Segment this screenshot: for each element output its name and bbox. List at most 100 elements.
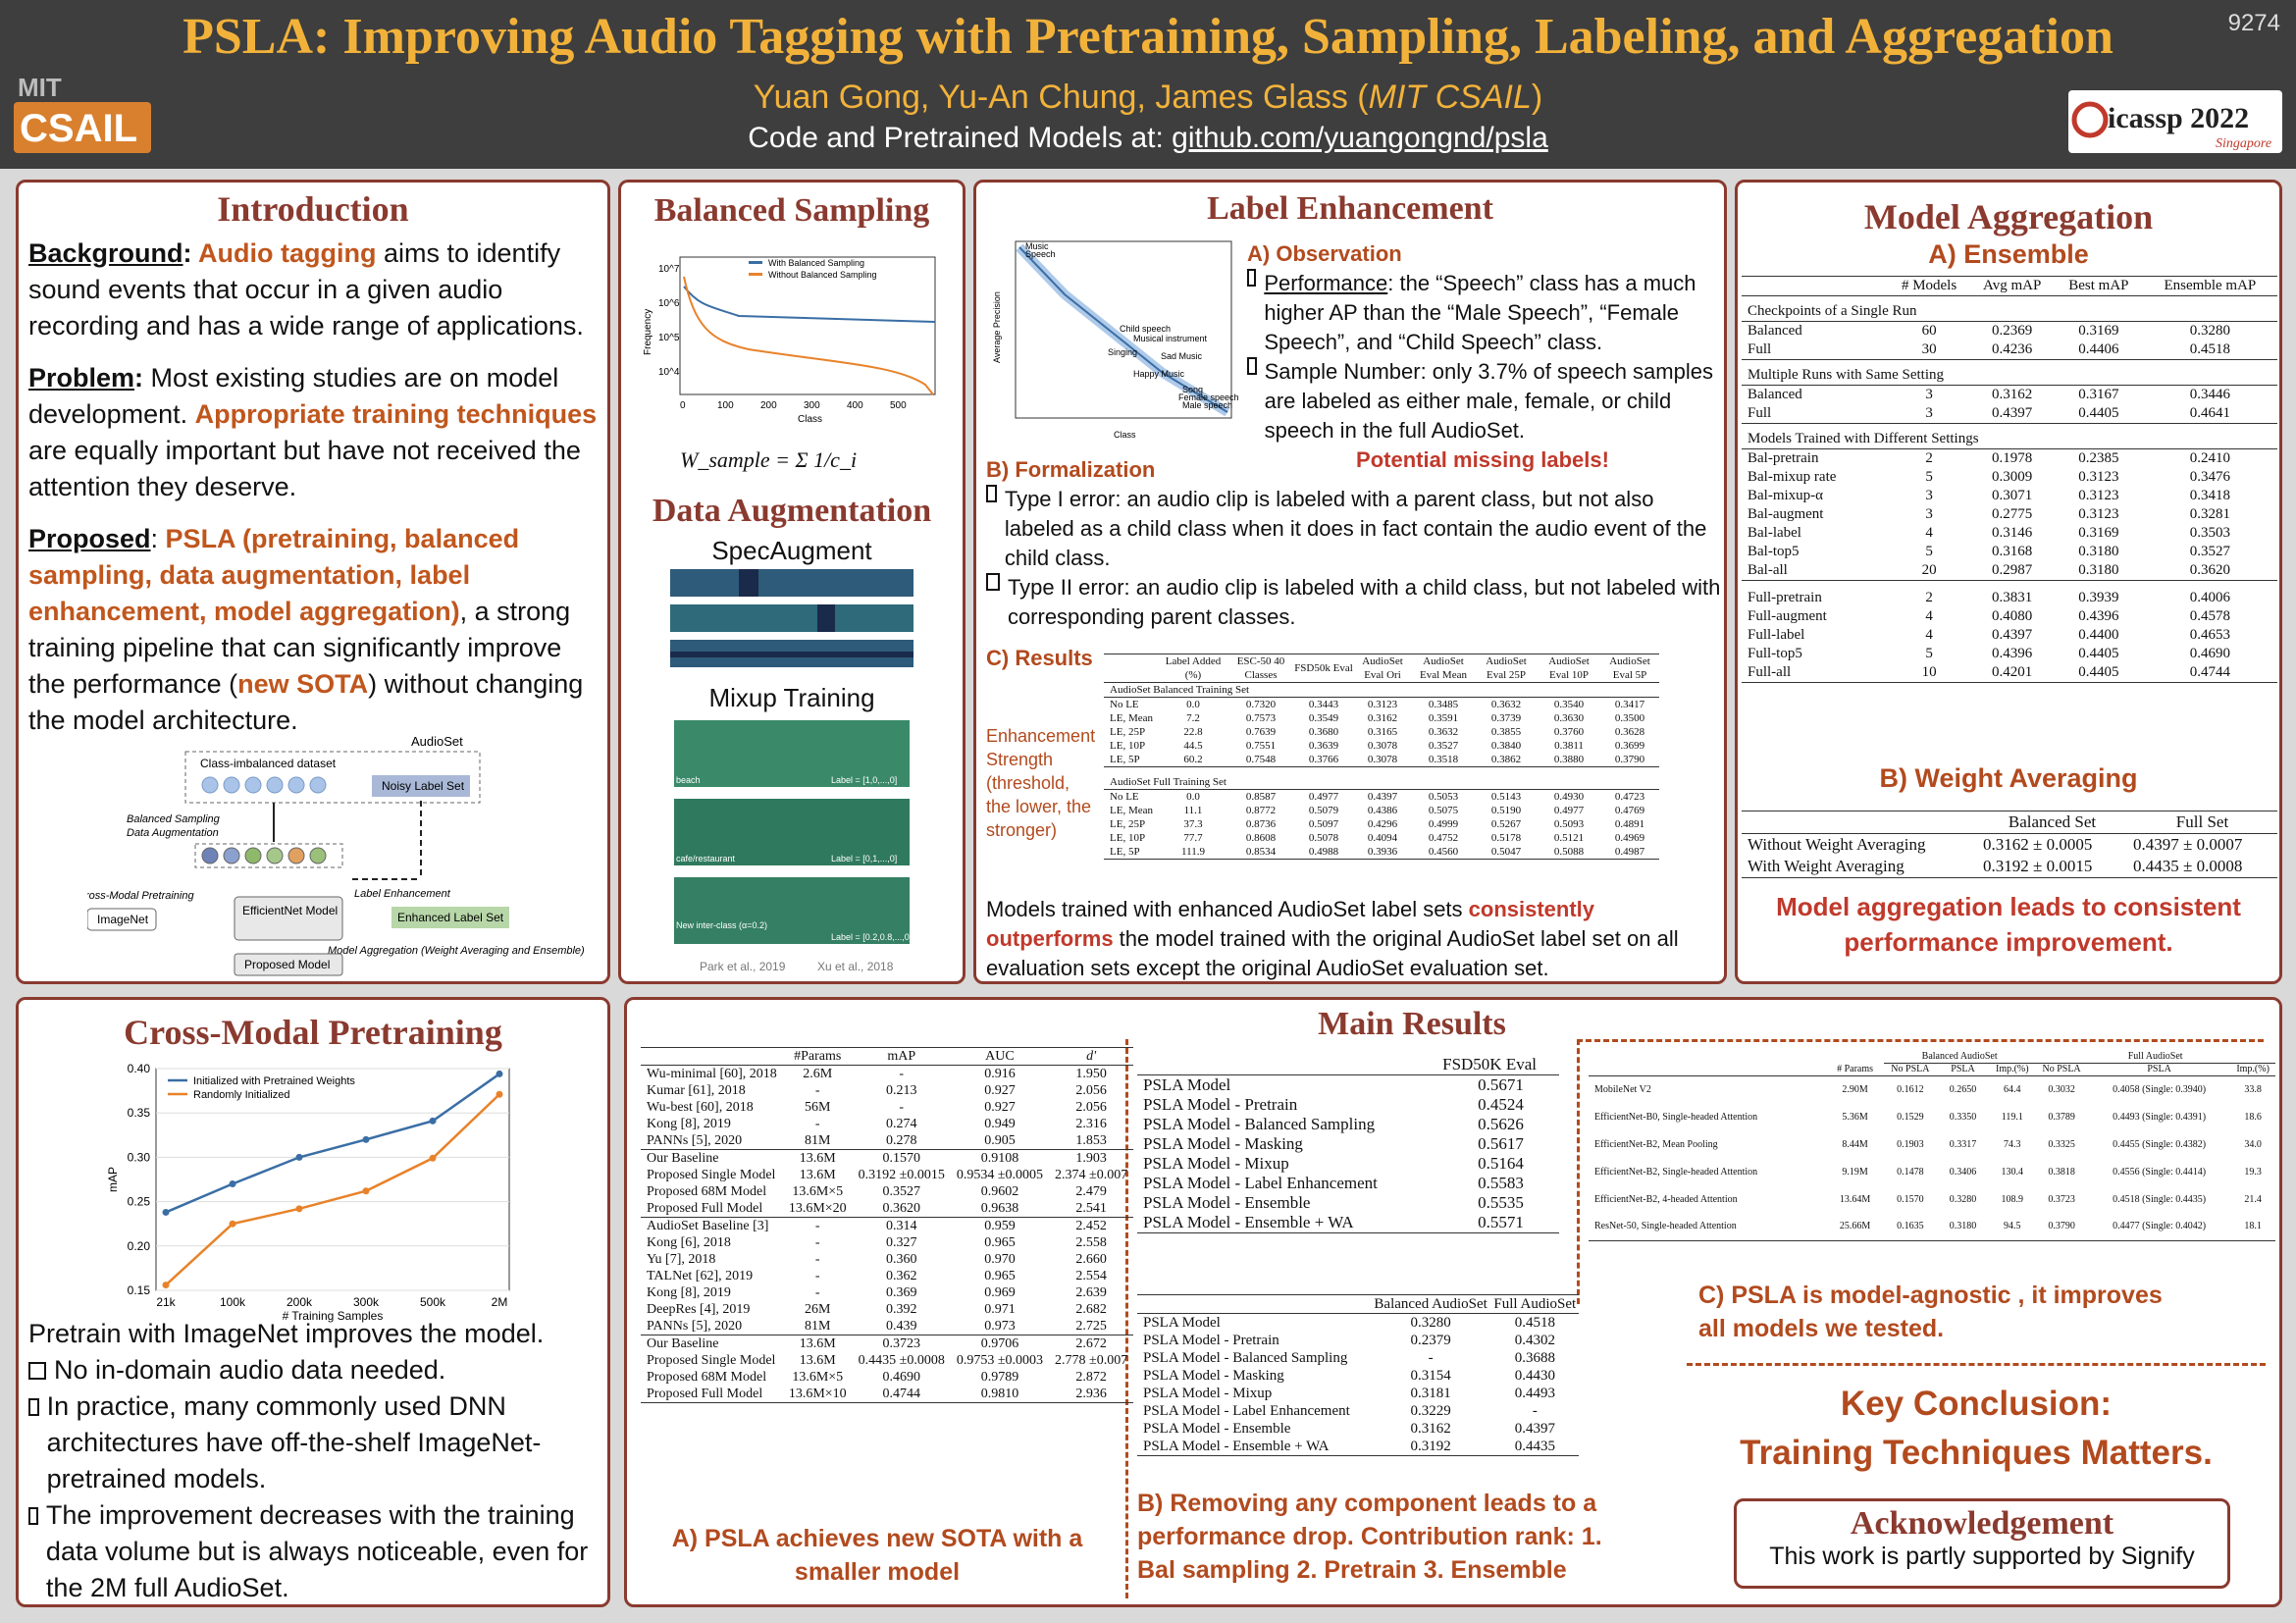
- table-row: Bal-top5 5 0.3168 0.3180 0.3527: [1748, 544, 2230, 559]
- svg-text:cafe/restaurant: cafe/restaurant: [676, 854, 736, 864]
- cross-point-1: No in-domain audio data needed.: [28, 1352, 607, 1388]
- table-row: PSLA Model - Ensemble + WA 0.5571: [1137, 1213, 1559, 1233]
- legend-label: Randomly Initialized: [193, 1089, 289, 1101]
- svg-text:Average Precision: Average Precision: [992, 291, 1002, 363]
- observation-performance: Performance: the “Speech” class has a mu…: [1247, 269, 1718, 357]
- cross-point-3: The improvement decreases with the train…: [28, 1497, 607, 1604]
- table-row: LE, Mean 7.2 0.7573 0.3549 0.3162 0.3591 0.373…: [1110, 712, 1645, 724]
- plot-area: [155, 1068, 510, 1291]
- wa-row: With Weight Averaging 0.3192 ± 0.0015 0.44…: [1742, 856, 2277, 878]
- table-row: DeepRes [4], 2019 26M 0.392 0.971 2.682: [647, 1302, 1107, 1317]
- svg-text:400: 400: [847, 400, 863, 411]
- table-row: PSLA Model 0.3280 0.4518: [1143, 1315, 1555, 1331]
- authors: Yuan Gong, Yu-An Chung, James Glass (MIT…: [753, 79, 1543, 116]
- x-tick-label: 300k: [353, 1295, 380, 1309]
- svg-text:Cross-Modal Pretraining: Cross-Modal Pretraining: [87, 890, 194, 902]
- main-results-heading: Main Results: [1318, 1006, 1506, 1042]
- table-row: LE, 5P 60.2 0.7548 0.3766 0.3078 0.3518 0.3862…: [1110, 754, 1645, 765]
- label-conclusion: Models trained with enhanced AudioSet la…: [986, 897, 1679, 980]
- data-point: [362, 1187, 370, 1195]
- svg-text:Song: Song: [1182, 385, 1203, 394]
- svg-text:EfficientNet Model: EfficientNet Model: [242, 904, 338, 917]
- table-row: Proposed 68M Model 13.6M×5 0.3527 0.9602 2.4…: [647, 1184, 1107, 1199]
- sota-caption: A) PSLA achieves new SOTA with a smaller…: [671, 1525, 1083, 1586]
- table-row: LE, 10P 44.5 0.7551 0.3639 0.3078 0.3527 0.384…: [1110, 740, 1645, 752]
- table-row: PSLA Model - Pretrain 0.4524: [1143, 1095, 1524, 1114]
- results-heading: C) Results: [986, 646, 1093, 670]
- poster-title: PSLA: Improving Audio Tagging with Pretr…: [183, 9, 2113, 65]
- acknowledgement-box: Acknowledgement This work is partly supp…: [1734, 1498, 2230, 1589]
- model-agnostic-caption: C) PSLA is model-agnostic , it improves …: [1698, 1282, 2163, 1342]
- table-row: LE, 25P 22.8 0.7639 0.3680 0.3165 0.3632 0.385…: [1110, 726, 1645, 738]
- table-row: LE, 25P 37.3 0.8736 0.5097 0.4296 0.4999 0.526…: [1110, 818, 1645, 830]
- cross-point-2: In practice, many commonly used DNN arch…: [28, 1388, 607, 1497]
- table-row: Full-top5 5 0.4396 0.4405 0.4690: [1748, 645, 2230, 661]
- x-tick-label: 2M: [492, 1295, 508, 1309]
- svg-text:Frequency: Frequency: [643, 309, 653, 355]
- svg-text:Music: Music: [1025, 241, 1049, 251]
- table-row: AudioSet Baseline [3] -0.314 0.959 2.452: [647, 1219, 1107, 1233]
- x-axis-label: # Training Samples: [283, 1309, 384, 1323]
- table-row: Proposed Single Model 13.6M 0.4435 ±0.0008…: [647, 1353, 1128, 1368]
- svg-text:With Balanced Sampling: With Balanced Sampling: [768, 258, 864, 268]
- svg-text:CSAIL: CSAIL: [20, 107, 137, 150]
- svg-text:Singapore: Singapore: [2216, 136, 2271, 151]
- table-row: LE, Mean 11.1 0.8772 0.5079 0.4386 0.5075 0.51…: [1110, 805, 1645, 816]
- table-row: EfficientNet-B2, 4-headed Attention 13.64…: [1594, 1193, 2262, 1205]
- code-link[interactable]: github.com/yuangongnd/psla: [1172, 122, 1548, 154]
- table-row: PANNs [5], 2020 81M 0.278 0.905 1.853: [647, 1133, 1107, 1148]
- svg-text:300: 300: [804, 400, 820, 411]
- table-row: No LE 0.0 0.8587 0.4977 0.4397 0.5053 0.5143 0.…: [1110, 791, 1645, 803]
- svg-text:AudioSet: AudioSet: [411, 734, 463, 749]
- intro-panel: Introduction Background: Audio tagging a…: [16, 180, 610, 984]
- balanced-sampling-panel: Balanced Sampling With Balanced Sampling…: [618, 180, 965, 984]
- y-tick-label: 0.20: [128, 1239, 151, 1253]
- table-row: PSLA Model - Masking 0.3154 0.4430: [1143, 1368, 1555, 1384]
- mixup-spectrograms: beach Label = [1,0,...,0] cafe/restaurant…: [674, 720, 912, 944]
- svg-text:Enhanced Label Set: Enhanced Label Set: [397, 911, 504, 924]
- aggregation-conclusion: Model aggregation leads to consistent pe…: [1776, 892, 2241, 957]
- svg-text:100: 100: [717, 400, 734, 411]
- data-point: [496, 1070, 503, 1077]
- svg-text:Male speech: Male speech: [1182, 400, 1232, 410]
- table-row: Bal-augment 3 0.2775 0.3123 0.3281: [1748, 506, 2230, 522]
- svg-text:ImageNet: ImageNet: [97, 913, 149, 926]
- table-row: Kumar [61], 2018-0.213 0.927 2.056: [647, 1083, 1107, 1098]
- code-line: Code and Pretrained Models at: github.co…: [748, 122, 1548, 154]
- svg-text:Label = [0,1,...,0]: Label = [0,1,...,0]: [831, 854, 897, 864]
- cross-modal-heading: Cross-Modal Pretraining: [124, 1013, 502, 1052]
- table-row: Full 30 0.4236 0.4406 0.4518: [1748, 341, 2230, 357]
- table-row: TALNet [62], 2019-0.362 0.965 2.554: [647, 1269, 1107, 1283]
- svg-text:Sad Music: Sad Music: [1161, 351, 1203, 361]
- table-row: Kong [8], 2019-0.274 0.949 2.316: [647, 1117, 1107, 1131]
- weight-averaging-table: Balanced Set Full Set Without Weight Aver…: [1742, 811, 2277, 878]
- table-row: Kong [6], 2018-0.327 0.965 2.558: [647, 1235, 1107, 1250]
- formalization-heading: B) Formalization: [986, 457, 1156, 482]
- svg-text:Female speech: Female speech: [1178, 393, 1239, 402]
- x-tick-label: 100k: [220, 1295, 246, 1309]
- sota-table: #Params mAP AUC d' Wu-minimal [60], 2018 2.6…: [641, 1047, 1134, 1403]
- svg-text:10^5: 10^5: [658, 333, 680, 343]
- table-row: Wu-minimal [60], 2018 2.6M -0.916 1.950: [647, 1067, 1107, 1081]
- data-point: [229, 1220, 236, 1228]
- table-row: Full-pretrain 2 0.3831 0.3939 0.4006: [1748, 589, 2230, 605]
- table-row: LE, 5P 111.9 0.8534 0.4988 0.3936 0.4560 0.504…: [1104, 845, 1659, 860]
- table-row: Our Baseline 13.6M 0.3723 0.9706 2.672: [647, 1336, 1107, 1351]
- table-row: Proposed 68M Model 13.6M×5 0.4690 0.9789 2.8…: [647, 1370, 1107, 1385]
- poster-number: 9274: [2227, 10, 2280, 36]
- table-row: Full-augment 4 0.4080 0.4396 0.4578: [1748, 607, 2230, 624]
- aggregation-heading: Model Aggregation: [1863, 197, 2154, 236]
- svg-text:beach: beach: [676, 775, 701, 785]
- svg-text:10^4: 10^4: [658, 367, 680, 378]
- y-axis-label: mAP: [106, 1167, 120, 1192]
- table-row: PSLA Model - Ensemble 0.3162 0.4397: [1143, 1421, 1555, 1437]
- type2-error: Type II error: an audio clip is labeled …: [986, 573, 1722, 632]
- pretraining-line-chart: 0.15 0.20 0.25 0.30 0.35 0.40 21k 100k 200k 300k 5…: [106, 1062, 510, 1323]
- table-row: Proposed Full Model 13.6M×20 0.3620 0.9638 2…: [647, 1201, 1107, 1216]
- architecture-table: Balanced AudioSet Full AudioSet # Params N…: [1589, 1051, 2275, 1241]
- svg-text:Class-imbalanced dataset: Class-imbalanced dataset: [200, 757, 337, 770]
- sampling-formula: W_sample = Σ 1/c_i: [680, 447, 858, 472]
- key-conclusion: Training Techniques Matters.: [1740, 1434, 2213, 1472]
- specaugment-image: [670, 569, 913, 667]
